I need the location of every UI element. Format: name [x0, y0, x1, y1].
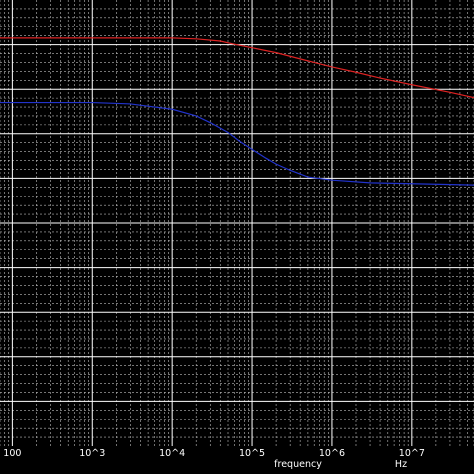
x-tick-label: 10^4: [159, 448, 185, 459]
x-axis-unit: Hz: [395, 459, 407, 470]
x-tick-label: 10^5: [239, 448, 265, 459]
x-tick-labels: 100 10^3 10^4 10^5 10^6 10^7: [3, 448, 425, 459]
x-tick-label: 100: [3, 448, 21, 459]
major-grid: [0, 0, 474, 446]
x-tick-label: 10^7: [399, 448, 425, 459]
series-line-2: [0, 101, 474, 186]
minor-grid: [0, 0, 474, 446]
x-axis-label: frequency: [274, 459, 322, 470]
series-layer: [0, 37, 474, 186]
x-tick-label: 10^6: [319, 448, 345, 459]
x-tick-label: 10^3: [79, 448, 105, 459]
series-line-1: [0, 37, 474, 99]
